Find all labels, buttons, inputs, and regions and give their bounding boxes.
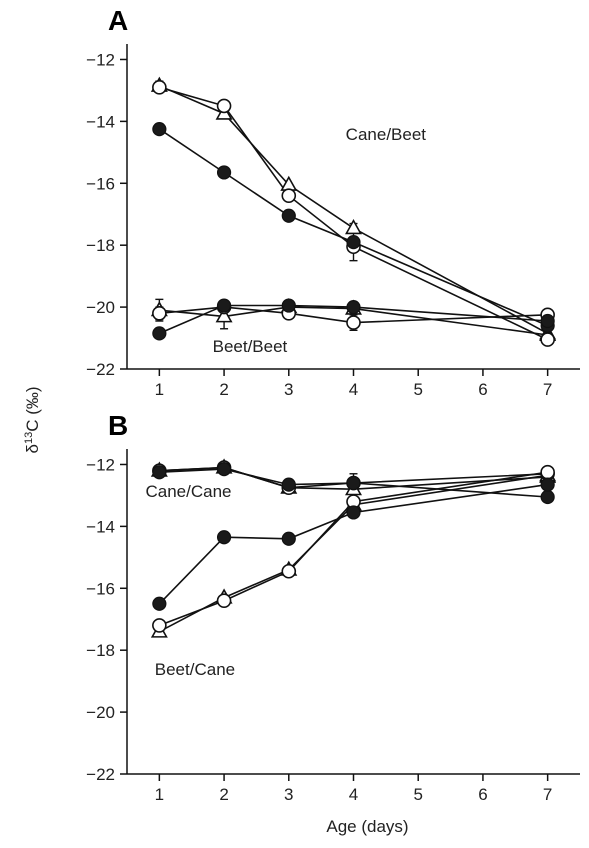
x-axis-title: Age (days) [326,817,408,836]
panel-letter: A [108,5,128,36]
x-tick-label: 1 [155,785,164,804]
data-point-filled-circle [540,313,555,329]
group-annotation: Beet/Cane [155,660,235,679]
x-tick-label: 6 [478,785,487,804]
group-annotation: Beet/Beet [213,337,288,356]
x-tick-label: 4 [349,785,358,804]
data-point-filled-circle [216,462,232,477]
data-point-filled-circle [152,122,167,137]
data-point-open-circle [152,305,167,321]
data-point-filled-circle [152,326,167,341]
data-point-open-circle [540,464,555,480]
data-point-filled-circle [216,165,232,180]
y-axis-title-superscript: 13 [23,432,35,444]
y-tick-label: −22 [86,765,115,784]
x-tick-label: 2 [219,380,228,399]
data-point-filled-circle [216,530,232,545]
data-point-filled-circle [281,477,296,492]
data-point-open-circle [216,98,232,114]
data-point-filled-circle [152,465,167,480]
data-point-filled-circle [281,531,296,546]
data-point-open-triangle [215,307,233,323]
data-point-filled-circle [281,298,296,313]
group-annotation: Cane/Beet [346,125,427,144]
data-point-filled-circle [152,596,167,611]
x-tick-label: 4 [349,380,358,399]
x-tick-label: 3 [284,380,293,399]
y-tick-label: −20 [86,298,115,317]
y-tick-label: −14 [86,517,115,536]
y-tick-label: −16 [86,174,115,193]
x-tick-label: 6 [478,380,487,399]
x-tick-label: 2 [219,785,228,804]
group-annotation: Cane/Cane [145,482,231,501]
data-point-filled-circle [346,475,361,491]
data-point-filled-circle [346,505,361,520]
x-tick-label: 7 [543,380,552,399]
series-line [159,85,548,335]
y-axis-title-symbol: δ [23,444,42,453]
data-point-open-circle [152,80,167,95]
y-tick-label: −14 [86,112,115,131]
x-tick-label: 7 [543,785,552,804]
data-point-filled-circle [346,234,361,250]
x-tick-label: 1 [155,380,164,399]
panel-a: A −22 −20 −18 −16 −14 −12 1 2 3 4 5 6 7 Cane/Beet Beet/… [86,5,580,399]
data-point-filled-circle [216,298,232,313]
data-point-filled-circle [540,477,555,492]
data-point-open-circle [152,618,167,633]
y-tick-label: −20 [86,703,115,722]
data-point-open-circle [281,188,297,203]
data-point-open-circle [281,563,297,579]
x-tick-label: 5 [413,785,422,804]
y-tick-label: −12 [86,455,115,474]
y-tick-label: −22 [86,360,115,379]
data-point-open-circle [346,315,361,330]
y-tick-label: −12 [86,50,115,69]
panel-b: B −22 −20 −18 −16 −14 −12 1 2 3 4 5 6 7 Age (days) Cane… [86,410,580,836]
y-axis-title-unit: C (‰) [23,386,42,431]
x-tick-label: 3 [284,785,293,804]
data-point-open-circle [216,593,232,608]
y-tick-label: −18 [86,236,115,255]
data-point-open-triangle [345,219,362,235]
data-point-filled-circle [540,489,555,505]
data-point-open-circle [540,332,555,347]
panel-letter: B [108,410,128,441]
data-point-filled-circle [281,208,296,223]
data-point-filled-circle [346,299,361,315]
y-axis-title: δ13C (‰) [23,386,42,453]
x-tick-label: 5 [413,380,422,399]
y-tick-label: −18 [86,641,115,660]
y-tick-label: −16 [86,579,115,598]
